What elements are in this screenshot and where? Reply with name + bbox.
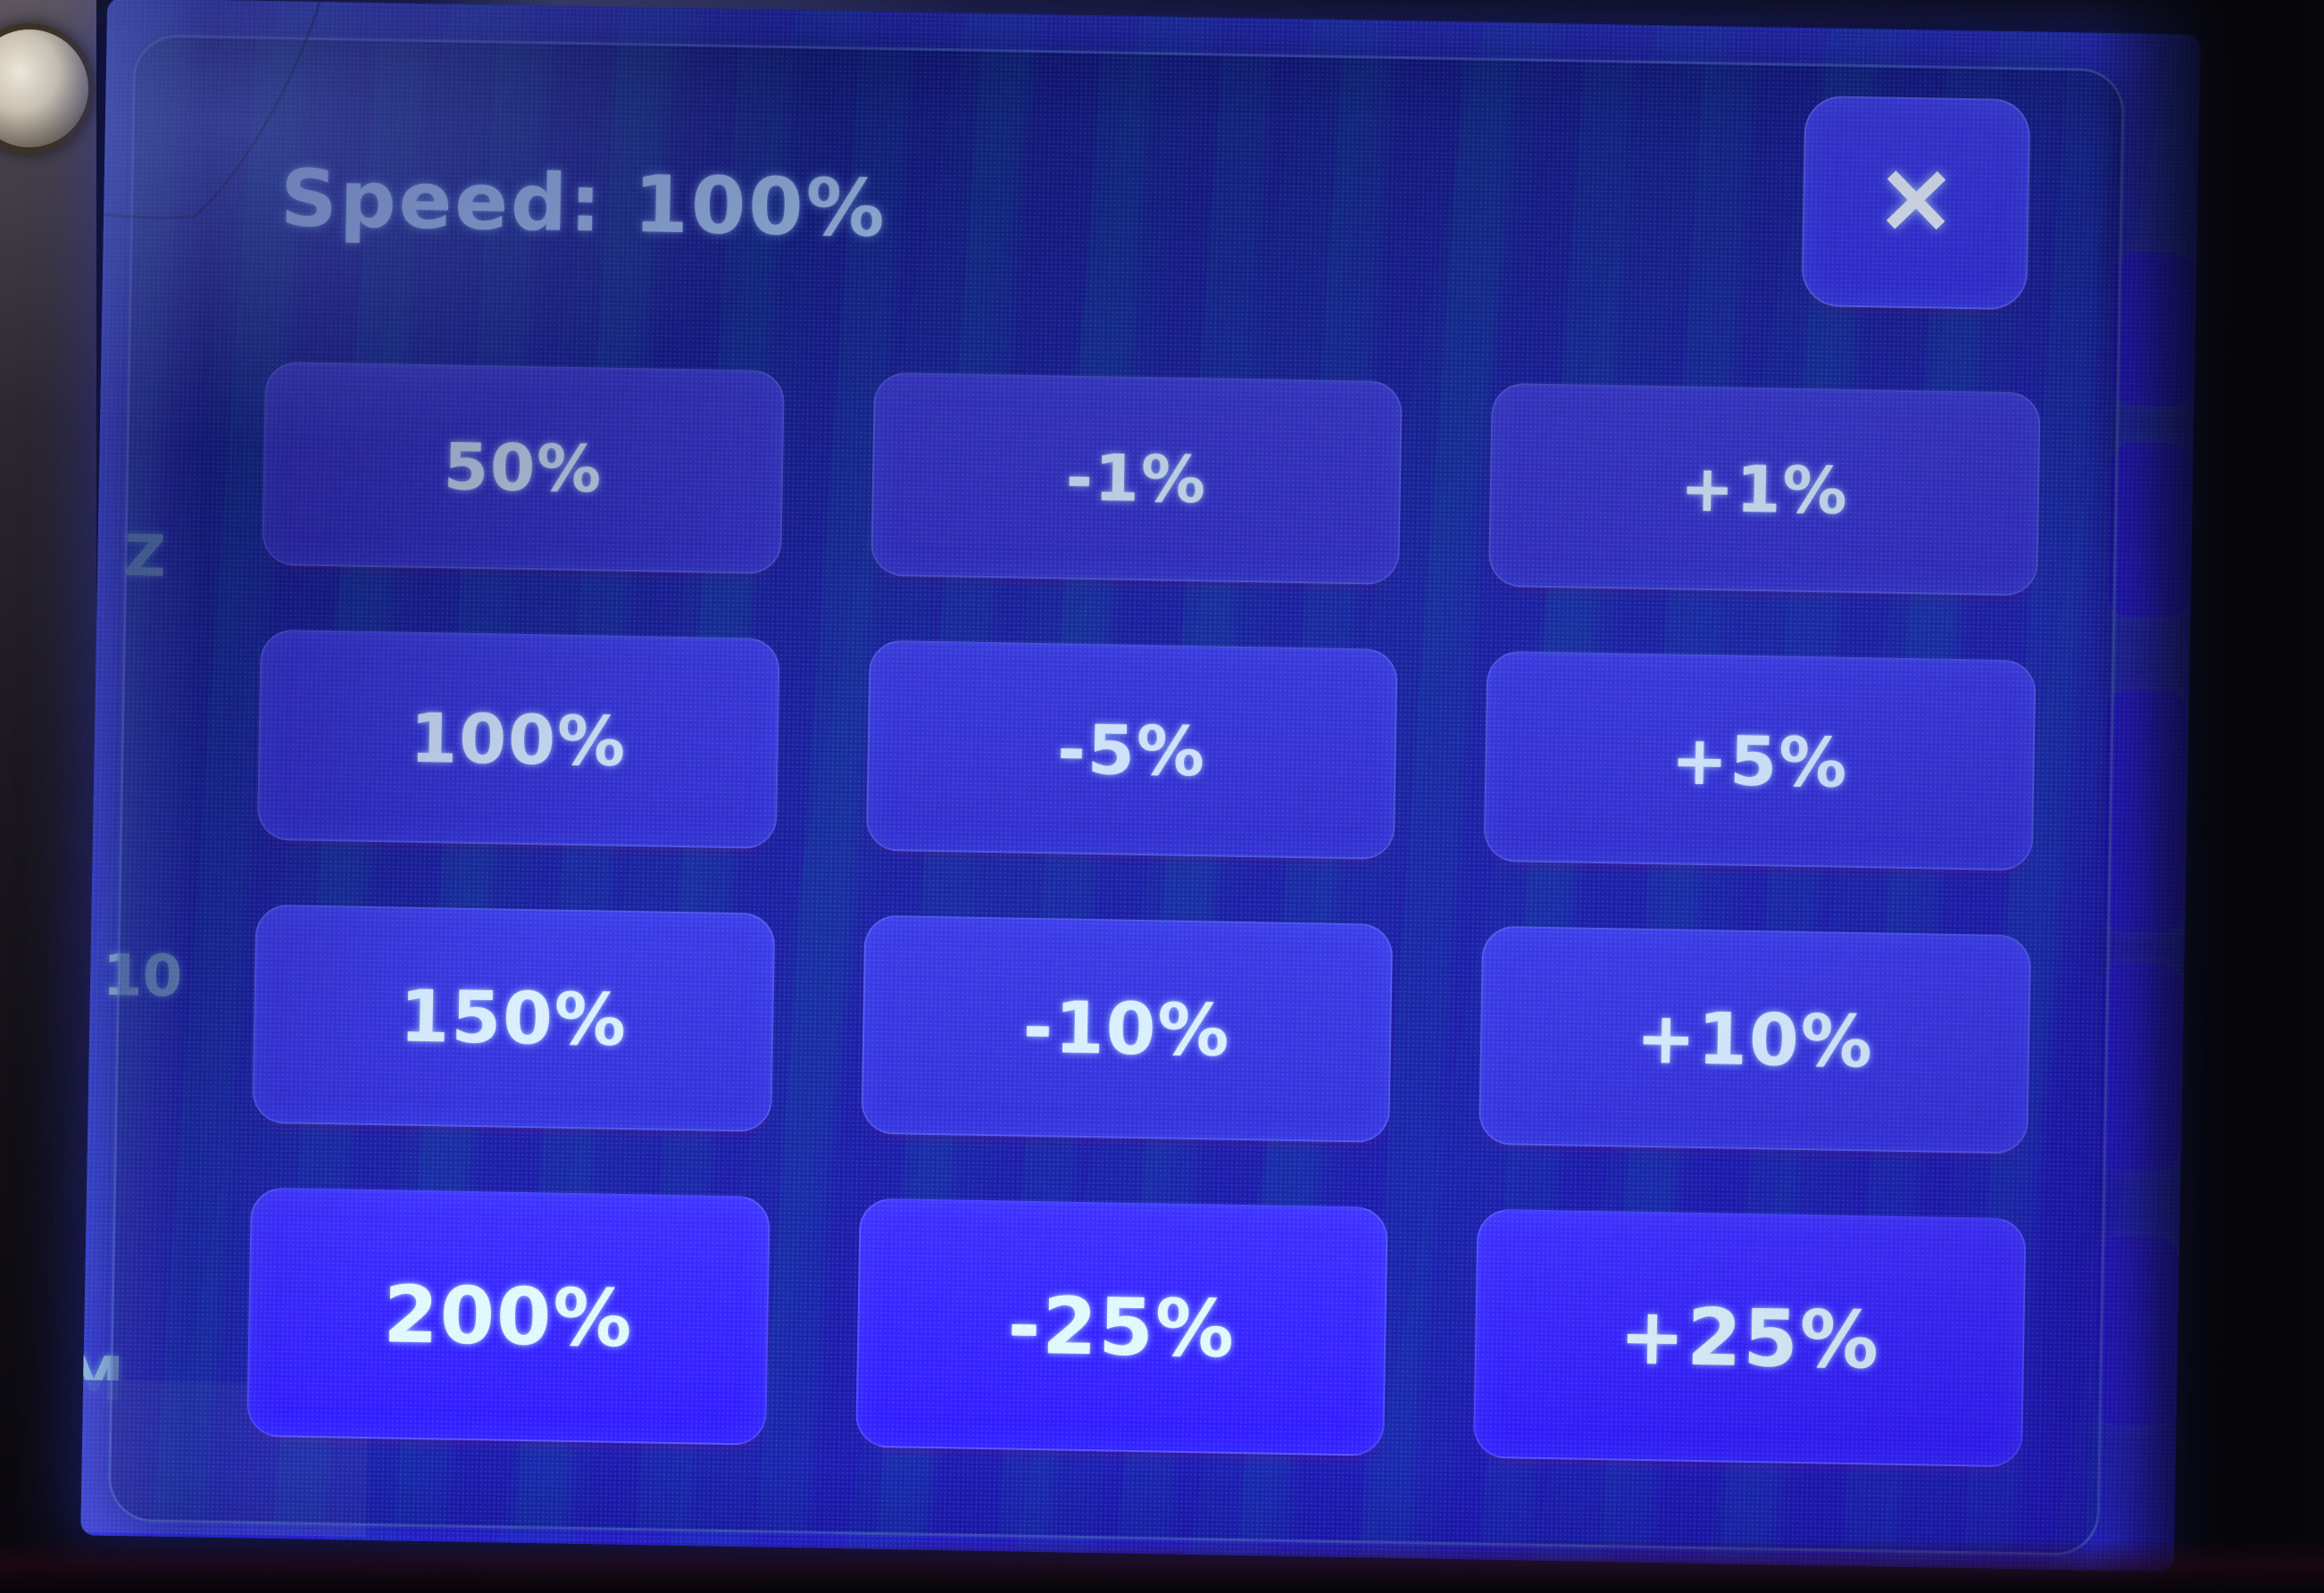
speed-dec-25-button[interactable]: -25% [855,1197,1388,1456]
bg-peek-button [2107,441,2193,619]
speed-dialog: Speed: 100% ✕ 50% -1% +1% 100% -5% +5% 1… [107,34,2126,1556]
close-button[interactable]: ✕ [1801,95,2031,311]
speed-button-grid: 50% -1% +1% 100% -5% +5% 150% -10% +10% … [246,361,2041,1468]
speed-set-50-button[interactable]: 50% [262,361,786,574]
dialog-title: Speed: 100% [279,152,888,254]
speed-dec-10-button[interactable]: -10% [861,914,1394,1143]
speed-inc-10-button[interactable]: +10% [1479,925,2032,1155]
speed-set-200-button[interactable]: 200% [246,1187,771,1446]
speed-inc-25-button[interactable]: +25% [1472,1208,2027,1468]
speed-dec-1-button[interactable]: -1% [870,371,1403,586]
speed-dec-5-button[interactable]: -5% [865,639,1398,860]
speed-inc-5-button[interactable]: +5% [1483,650,2037,872]
close-icon: ✕ [1876,150,1956,255]
bg-peek-button [2102,688,2189,934]
bg-peek-button [2093,1235,2179,1427]
speed-set-150-button[interactable]: 150% [252,904,776,1132]
touchscreen: Z 10 M Speed: 100% ✕ 50% -1% +1% 100% -5… [80,0,2201,1572]
bg-peek-button [2111,251,2196,407]
bg-peek-button [2097,963,2184,1172]
bezel-left [0,0,96,1593]
speed-inc-1-button[interactable]: +1% [1487,382,2041,596]
speed-set-100-button[interactable]: 100% [256,629,780,849]
